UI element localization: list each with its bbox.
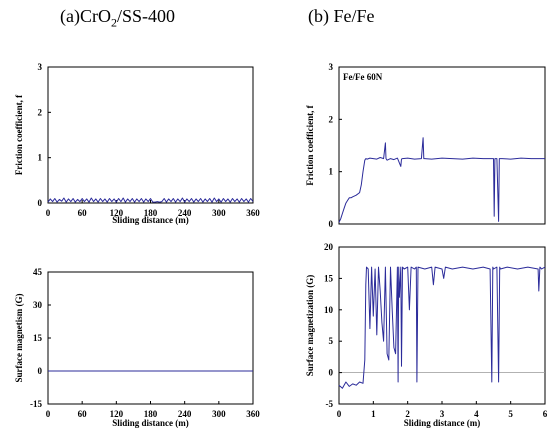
a-top-xtick-label: 0 (46, 208, 51, 218)
a-bottom-x-axis-label: Sliding distance (m) (112, 418, 189, 428)
a-top-xtick-label: 300 (212, 208, 226, 218)
a-bottom-xtick-label: 300 (212, 409, 226, 419)
a-bottom-ytick-label: 30 (33, 300, 43, 310)
b-bottom-xtick-label: 2 (405, 409, 410, 419)
caption-a-suffix: /SS-400 (116, 6, 176, 26)
b-bottom-xtick-label: 6 (543, 409, 548, 419)
a-bottom-xtick-label: 0 (46, 409, 51, 419)
b-bottom-xtick-label: 0 (337, 409, 342, 419)
a-bottom-ytick-label: -15 (30, 399, 42, 409)
b-bottom-ytick-label: 5 (329, 336, 334, 346)
caption-a-prefix: (a)CrO (60, 6, 111, 26)
a-bottom-plot-frame (47, 271, 254, 405)
b-bottom-ytick-label: 0 (329, 368, 334, 378)
b-top-ytick-label: 0 (329, 219, 334, 229)
a-bottom-y-axis-label: Surface magnetism (G) (14, 294, 24, 383)
a-top-xtick-label: 360 (246, 208, 260, 218)
b-bottom-xtick-label: 1 (371, 409, 376, 419)
b-top-ytick-label: 3 (329, 62, 334, 72)
a-bottom-ytick-label: 15 (33, 333, 43, 343)
a-top-y-axis-label: Friction coefficient, f (14, 94, 24, 175)
a-top-series-line (47, 197, 254, 203)
a-top-xtick-label: 120 (110, 208, 124, 218)
a-top-x-axis-label: Sliding distance (m) (112, 215, 189, 225)
a-bottom-xtick-label: 60 (78, 409, 88, 419)
b-bottom-ytick-label: 20 (324, 242, 334, 252)
b-bottom-xtick-label: 4 (474, 409, 479, 419)
b-bottom-xtick-label: 5 (508, 409, 513, 419)
a-bottom-xtick-label: 360 (246, 409, 260, 419)
b-bottom-series-line (338, 266, 546, 389)
caption-a-sub: 2 (110, 15, 117, 30)
a-top-xtick-label: 240 (178, 208, 192, 218)
a-bottom-ytick-label: 0 (38, 366, 43, 376)
a-top-ytick-label: 1 (38, 153, 43, 163)
a-top-ytick-label: 3 (38, 62, 43, 72)
b-top-annotation: Fe/Fe 60N (343, 72, 383, 82)
b-bottom-x-axis-label: Sliding distance (m) (404, 418, 481, 428)
b-top-ytick-label: 1 (329, 167, 334, 177)
b-top-series-line (338, 137, 545, 223)
a-top-xtick-label: 60 (78, 208, 88, 218)
a-bottom-ytick-label: 45 (33, 267, 43, 277)
b-top-y-axis-label: Friction coefficient, f (305, 104, 315, 185)
a-top-ytick-label: 0 (38, 198, 43, 208)
b-top-ytick-label: 2 (329, 114, 334, 124)
b-bottom-ytick-label: -5 (326, 399, 334, 409)
b-bottom-ytick-label: 10 (324, 305, 334, 315)
a-top-xtick-label: 180 (144, 208, 158, 218)
b-top-plot-frame (338, 66, 546, 225)
a-top-ytick-label: 2 (38, 107, 43, 117)
b-bottom-y-axis-label: Surface magnetization (G) (305, 275, 315, 376)
a-bottom-xtick-label: 240 (178, 409, 192, 419)
caption-a: (a)CrO2/SS-400 (60, 6, 175, 31)
a-bottom-xtick-label: 180 (144, 409, 158, 419)
b-bottom-ytick-label: 15 (324, 273, 334, 283)
b-bottom-xtick-label: 3 (440, 409, 445, 419)
a-bottom-xtick-label: 120 (110, 409, 124, 419)
caption-b: (b) Fe/Fe (308, 6, 375, 26)
a-top-plot-frame (47, 66, 254, 204)
